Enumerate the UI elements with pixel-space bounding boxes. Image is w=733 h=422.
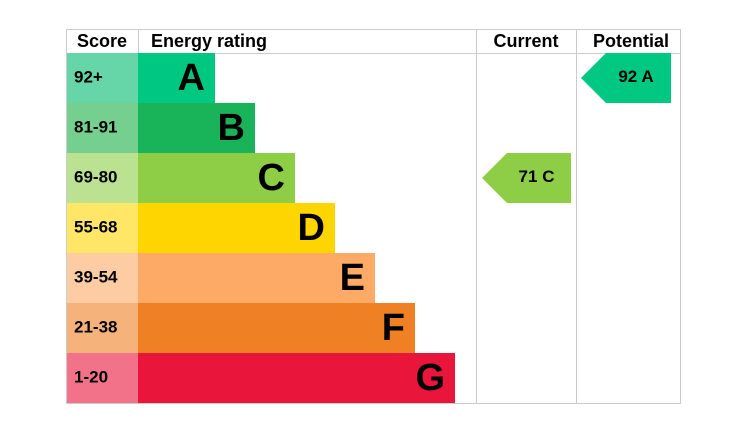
rating-letter: F xyxy=(382,307,405,349)
header-rating: Energy rating xyxy=(151,31,267,51)
score-cell xyxy=(67,253,138,303)
rating-bar xyxy=(138,53,215,103)
score-label: 39-54 xyxy=(74,267,118,286)
current-label: 71 C xyxy=(519,167,555,186)
rating-bar xyxy=(138,203,335,253)
rating-letter: A xyxy=(178,57,205,99)
score-cell xyxy=(67,203,138,253)
potential-value: 92 xyxy=(618,67,637,86)
rating-letter: D xyxy=(298,207,325,249)
score-cell xyxy=(67,353,138,403)
rating-bar xyxy=(138,353,455,403)
current-arrow xyxy=(482,153,571,203)
header-score: Score xyxy=(77,31,127,51)
rating-letter: B xyxy=(218,107,245,149)
header-current: Current xyxy=(493,31,558,51)
potential-arrow xyxy=(581,53,671,103)
score-label: 1-20 xyxy=(74,367,108,386)
rating-letter: C xyxy=(258,157,285,199)
potential-label: 92 A xyxy=(618,67,653,86)
score-label: 81-91 xyxy=(74,117,117,136)
header-potential: Potential xyxy=(593,31,669,51)
potential-letter: A xyxy=(641,67,653,86)
frame xyxy=(66,29,681,404)
score-label: 92+ xyxy=(74,67,103,86)
rating-letter: G xyxy=(415,357,445,399)
rating-letter: E xyxy=(340,257,365,299)
score-label: 55-68 xyxy=(74,217,117,236)
score-label: 21-38 xyxy=(74,317,117,336)
current-value: 71 xyxy=(519,167,538,186)
rating-bar xyxy=(138,153,295,203)
rating-bar xyxy=(138,253,375,303)
rating-bar xyxy=(138,303,415,353)
score-cell xyxy=(67,303,138,353)
score-label: 69-80 xyxy=(74,167,117,186)
score-cell xyxy=(67,153,138,203)
current-letter: C xyxy=(542,167,554,186)
score-cell xyxy=(67,103,138,153)
score-cell xyxy=(67,53,138,103)
rating-bar xyxy=(138,103,255,153)
